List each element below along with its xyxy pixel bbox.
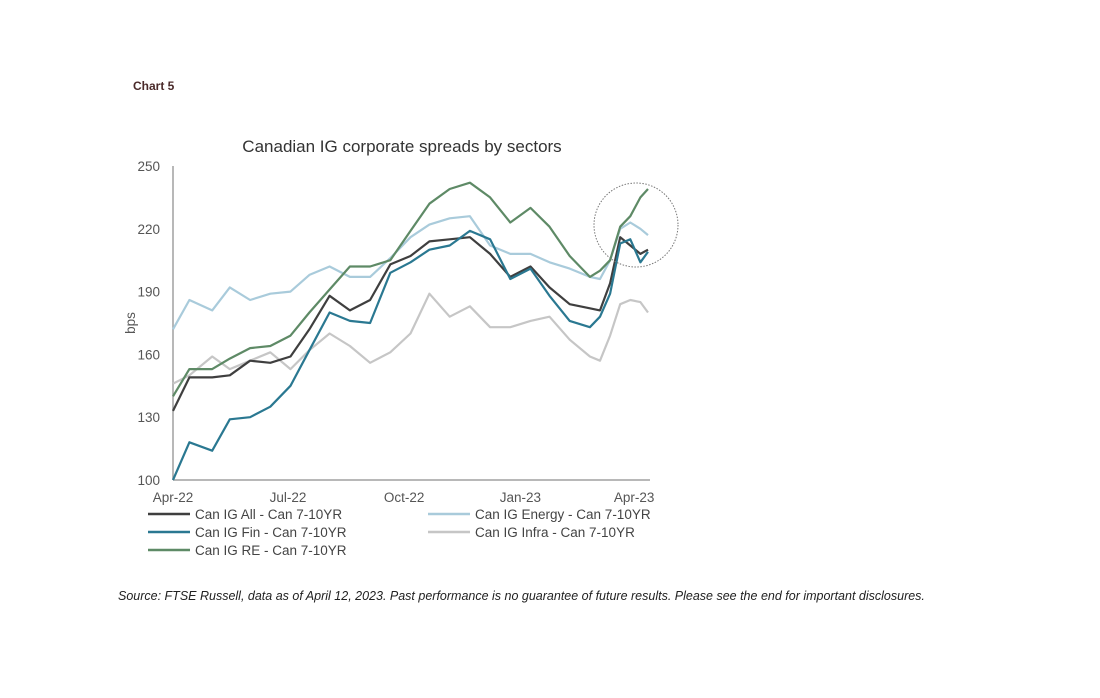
- series-line-1: [172, 215, 649, 330]
- x-tick-label: Jan-23: [500, 490, 541, 505]
- legend-label: Can IG Energy - Can 7-10YR: [475, 507, 651, 522]
- highlight-circle: [593, 182, 679, 268]
- legend-label: Can IG RE - Can 7-10YR: [195, 543, 347, 558]
- y-tick-label: 250: [137, 159, 160, 174]
- legend-label: Can IG Fin - Can 7-10YR: [195, 525, 347, 540]
- legend-label: Can IG All - Can 7-10YR: [195, 507, 342, 522]
- series-line-3: [172, 292, 649, 385]
- legend-label: Can IG Infra - Can 7-10YR: [475, 525, 635, 540]
- legend-item: Can IG Infra - Can 7-10YR: [428, 525, 635, 540]
- chart-title: Canadian IG corporate spreads by sectors: [242, 137, 561, 156]
- x-tick-label: Apr-23: [614, 490, 655, 505]
- series-line-2: [171, 229, 649, 481]
- y-tick-label: 220: [137, 222, 160, 237]
- x-tick-label: Apr-22: [153, 490, 194, 505]
- legend-item: Can IG Fin - Can 7-10YR: [148, 525, 347, 540]
- legend-item: Can IG RE - Can 7-10YR: [148, 543, 347, 558]
- y-tick-label: 160: [137, 347, 160, 362]
- series-line-0: [172, 236, 649, 412]
- x-tick-label: Oct-22: [384, 490, 425, 505]
- legend-item: Can IG All - Can 7-10YR: [148, 507, 342, 522]
- chart-label: Chart 5: [133, 79, 175, 93]
- y-tick-label: 190: [137, 285, 160, 300]
- series-line-4: [172, 181, 649, 397]
- y-tick-label: 130: [137, 410, 160, 425]
- legend-item: Can IG Energy - Can 7-10YR: [428, 507, 651, 522]
- y-axis-label: bps: [123, 312, 138, 334]
- x-tick-label: Jul-22: [270, 490, 307, 505]
- source-note: Source: FTSE Russell, data as of April 1…: [118, 589, 925, 603]
- y-tick-label: 100: [137, 473, 160, 488]
